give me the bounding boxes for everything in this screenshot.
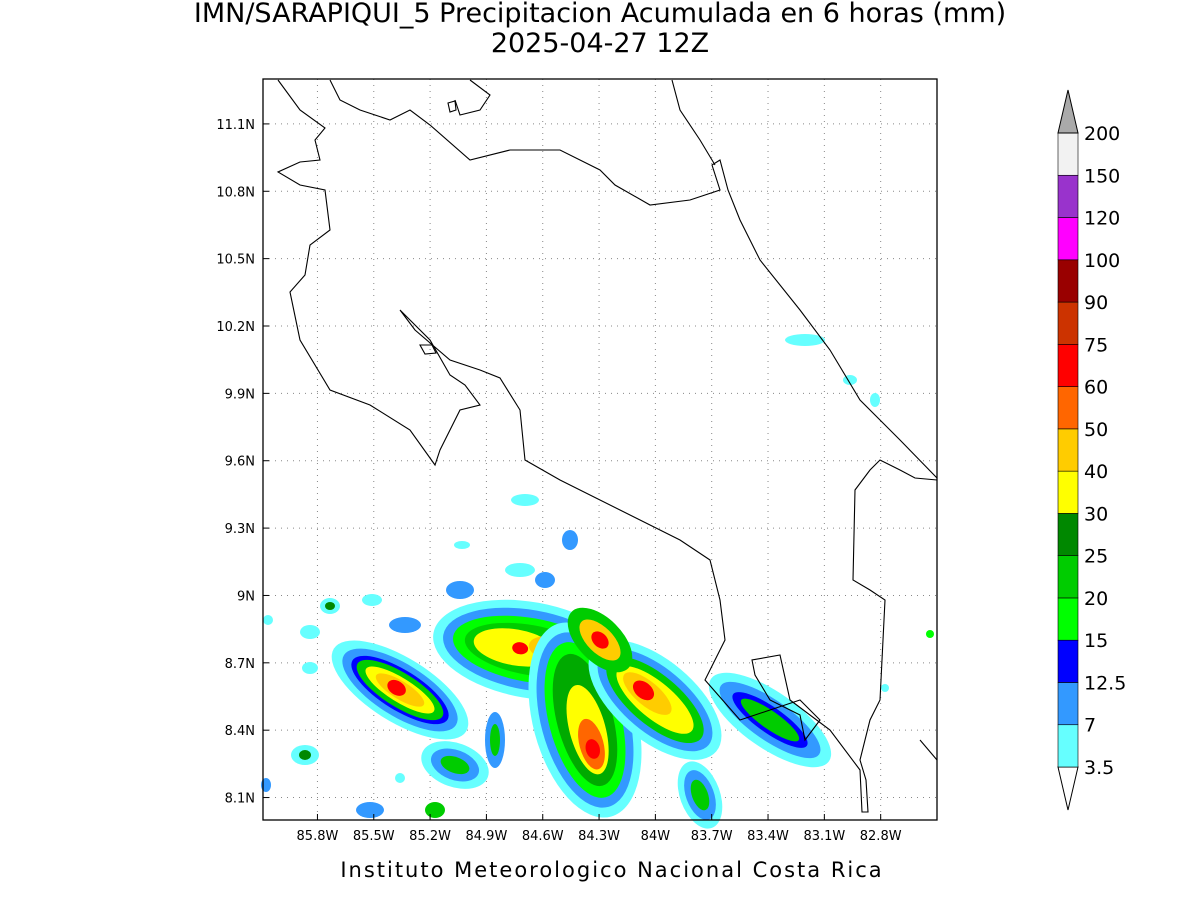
- colorbar-segment: [1057, 217, 1079, 261]
- colorbar-segment: [1057, 597, 1079, 641]
- colorbar-label: 15: [1084, 630, 1108, 652]
- colorbar-segment: [1057, 386, 1079, 430]
- lat-tick-label: 10.5N: [216, 253, 255, 268]
- colorbar-segment: [1057, 724, 1079, 768]
- rain-cluster: [331, 640, 469, 740]
- colorbar-label: 40: [1084, 461, 1108, 483]
- lat-tick-label: 9.9N: [225, 387, 255, 402]
- colorbar-label: 30: [1084, 503, 1108, 525]
- rain-cluster: [567, 607, 633, 673]
- lon-tick-label: 85.8W: [297, 829, 339, 844]
- colorbar-segment: [1057, 470, 1079, 514]
- colorbar-label: 20: [1084, 588, 1108, 610]
- rain-cluster: [677, 761, 723, 829]
- lat-tick-label: 9.3N: [225, 522, 255, 537]
- lat-tick-label: 9.6N: [225, 455, 255, 470]
- lon-tick-label: 85.2W: [409, 829, 451, 844]
- colorbar-low-arrow: [1057, 766, 1079, 811]
- colorbar-segment: [1057, 344, 1079, 387]
- colorbar: 3.5 7 12.5 15 20 25 30 40 50 60 75 90 100 120 150 200: [1057, 89, 1126, 811]
- lat-tick-label: 8.4N: [225, 724, 255, 739]
- colorbar-segment: [1057, 428, 1079, 472]
- colorbar-label: 120: [1084, 208, 1120, 230]
- colorbar-segment: [1057, 513, 1079, 556]
- title: IMN/SARAPIQUI_5 Precipitacion Acumulada …: [194, 0, 1006, 29]
- footer: Instituto Meteorologico Nacional Costa R…: [340, 858, 883, 882]
- colorbar-segment: [1057, 555, 1079, 599]
- lon-axis: 85.8W 85.5W 85.2W 84.9W 84.6W 84.3W 84W 83.7W 83…: [297, 814, 902, 844]
- colorbar-label: 12.5: [1084, 672, 1126, 694]
- colorbar-segment: [1057, 301, 1079, 345]
- colorbar-segment: [1057, 639, 1079, 683]
- lon-tick-label: 85.5W: [353, 829, 395, 844]
- lon-tick-label: 84.6W: [522, 829, 564, 844]
- lon-tick-label: 83.4W: [747, 829, 789, 844]
- colorbar-label: 100: [1084, 250, 1120, 272]
- coastline: [276, 79, 938, 813]
- rain-cluster: [708, 672, 832, 768]
- colorbar-label: 50: [1084, 419, 1108, 441]
- colorbar-label: 90: [1084, 292, 1108, 314]
- lon-tick-label: 83.1W: [803, 829, 845, 844]
- rain-cluster: [588, 640, 722, 760]
- lon-tick-label: 82.8W: [860, 829, 902, 844]
- lat-tick-label: 8.1N: [225, 792, 255, 807]
- colorbar-segment: [1057, 132, 1079, 176]
- map-frame: [262, 78, 938, 821]
- colorbar-label: 7: [1084, 715, 1096, 737]
- colorbar-label: 200: [1084, 123, 1120, 145]
- rain-spots: [261, 334, 934, 818]
- colorbar-segment: [1057, 682, 1079, 726]
- colorbar-label: 75: [1084, 334, 1108, 356]
- colorbar-label: 25: [1084, 546, 1108, 568]
- colorbar-label: 60: [1084, 377, 1108, 399]
- rain-cluster: [421, 741, 489, 789]
- colorbar-high-arrow: [1057, 89, 1079, 134]
- lon-tick-label: 84.9W: [466, 829, 508, 844]
- colorbar-label: 150: [1084, 165, 1120, 187]
- lon-tick-label: 84W: [641, 829, 671, 844]
- lat-axis: 8.1N 8.4N 8.7N 9N 9.3N 9.6N 9.9N 10.2N 10.5N 10.8…: [216, 118, 269, 807]
- lat-tick-label: 10.2N: [216, 320, 255, 335]
- lat-tick-label: 9N: [237, 589, 255, 604]
- lat-tick-label: 10.8N: [216, 185, 255, 200]
- lat-tick-label: 8.7N: [225, 657, 255, 672]
- subtitle: 2025-04-27 12Z: [491, 28, 709, 59]
- colorbar-label: 3.5: [1084, 757, 1114, 779]
- precipitation-field: [261, 334, 934, 829]
- lon-tick-label: 84.3W: [578, 829, 620, 844]
- colorbar-segment: [1057, 174, 1079, 218]
- colorbar-segment: [1057, 259, 1079, 303]
- lon-tick-label: 83.7W: [691, 829, 733, 844]
- lat-tick-label: 11.1N: [216, 118, 255, 133]
